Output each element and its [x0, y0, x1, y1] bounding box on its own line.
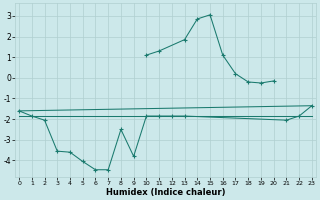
X-axis label: Humidex (Indice chaleur): Humidex (Indice chaleur) [106, 188, 225, 197]
